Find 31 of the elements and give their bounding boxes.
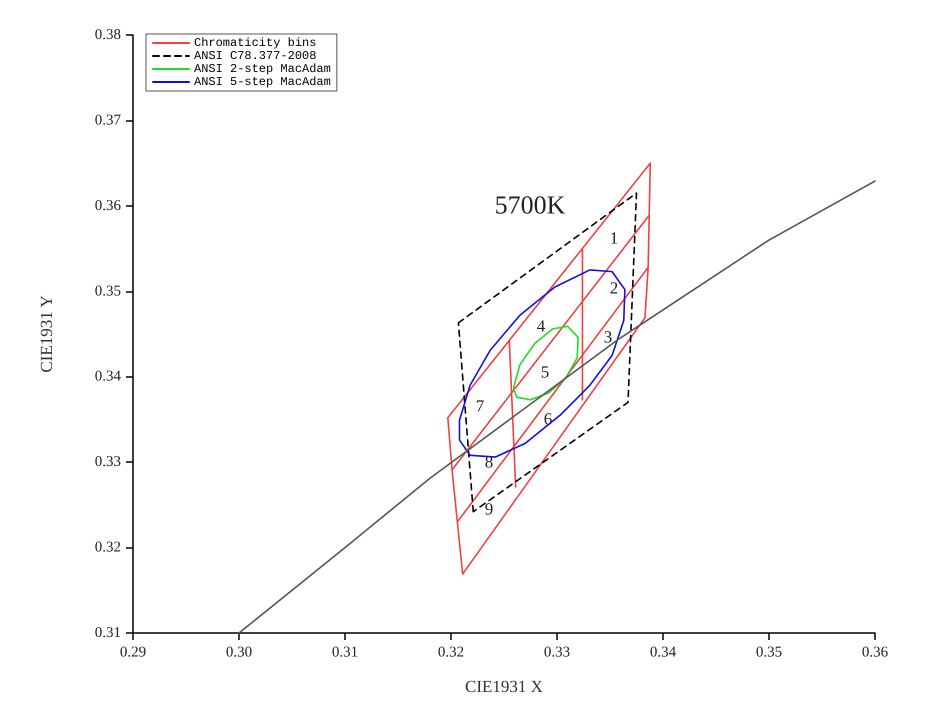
x-tick-label: 0.32 bbox=[438, 644, 464, 660]
x-tick-label: 0.31 bbox=[332, 644, 358, 660]
y-tick-label: 0.36 bbox=[94, 198, 122, 214]
line-series bbox=[238, 180, 876, 634]
x-tick-label: 0.34 bbox=[650, 644, 677, 660]
annotation: 2 bbox=[610, 278, 618, 298]
y-tick-label: 0.31 bbox=[94, 625, 121, 641]
x-tick-label: 0.30 bbox=[226, 644, 252, 660]
y-tick-label: 0.35 bbox=[94, 283, 121, 300]
y-tick-label: 0.34 bbox=[94, 368, 122, 385]
legend-label: Chromaticity bins bbox=[194, 36, 316, 50]
x-tick-label: 0.29 bbox=[120, 644, 146, 660]
annotation: 9 bbox=[484, 500, 494, 518]
x-tick-label: 0.33 bbox=[544, 644, 570, 660]
y-axis-title: CIE1931 Y bbox=[37, 295, 56, 373]
annotation: 7 bbox=[476, 396, 485, 416]
legend-label: ANSI 5-step MacAdam bbox=[194, 75, 331, 89]
annotation: 5700K bbox=[494, 190, 566, 220]
legend-label: ANSI 2-step MacAdam bbox=[194, 62, 331, 76]
annotation: 5 bbox=[540, 362, 550, 382]
y-tick-label: 0.37 bbox=[94, 112, 122, 128]
y-tick-label: 0.38 bbox=[94, 27, 121, 43]
annotation: 4 bbox=[536, 316, 546, 336]
x-tick-label: 0.36 bbox=[862, 644, 889, 660]
legend-label: ANSI C78.377-2008 bbox=[194, 49, 316, 63]
annotation: 1 bbox=[610, 228, 618, 248]
annotation: 3 bbox=[604, 328, 612, 346]
x-axis-title: CIE1931 X bbox=[465, 677, 543, 696]
x-tick-label: 0.35 bbox=[756, 644, 782, 660]
y-tick-label: 0.33 bbox=[94, 454, 121, 470]
y-tick-label: 0.32 bbox=[94, 540, 121, 556]
